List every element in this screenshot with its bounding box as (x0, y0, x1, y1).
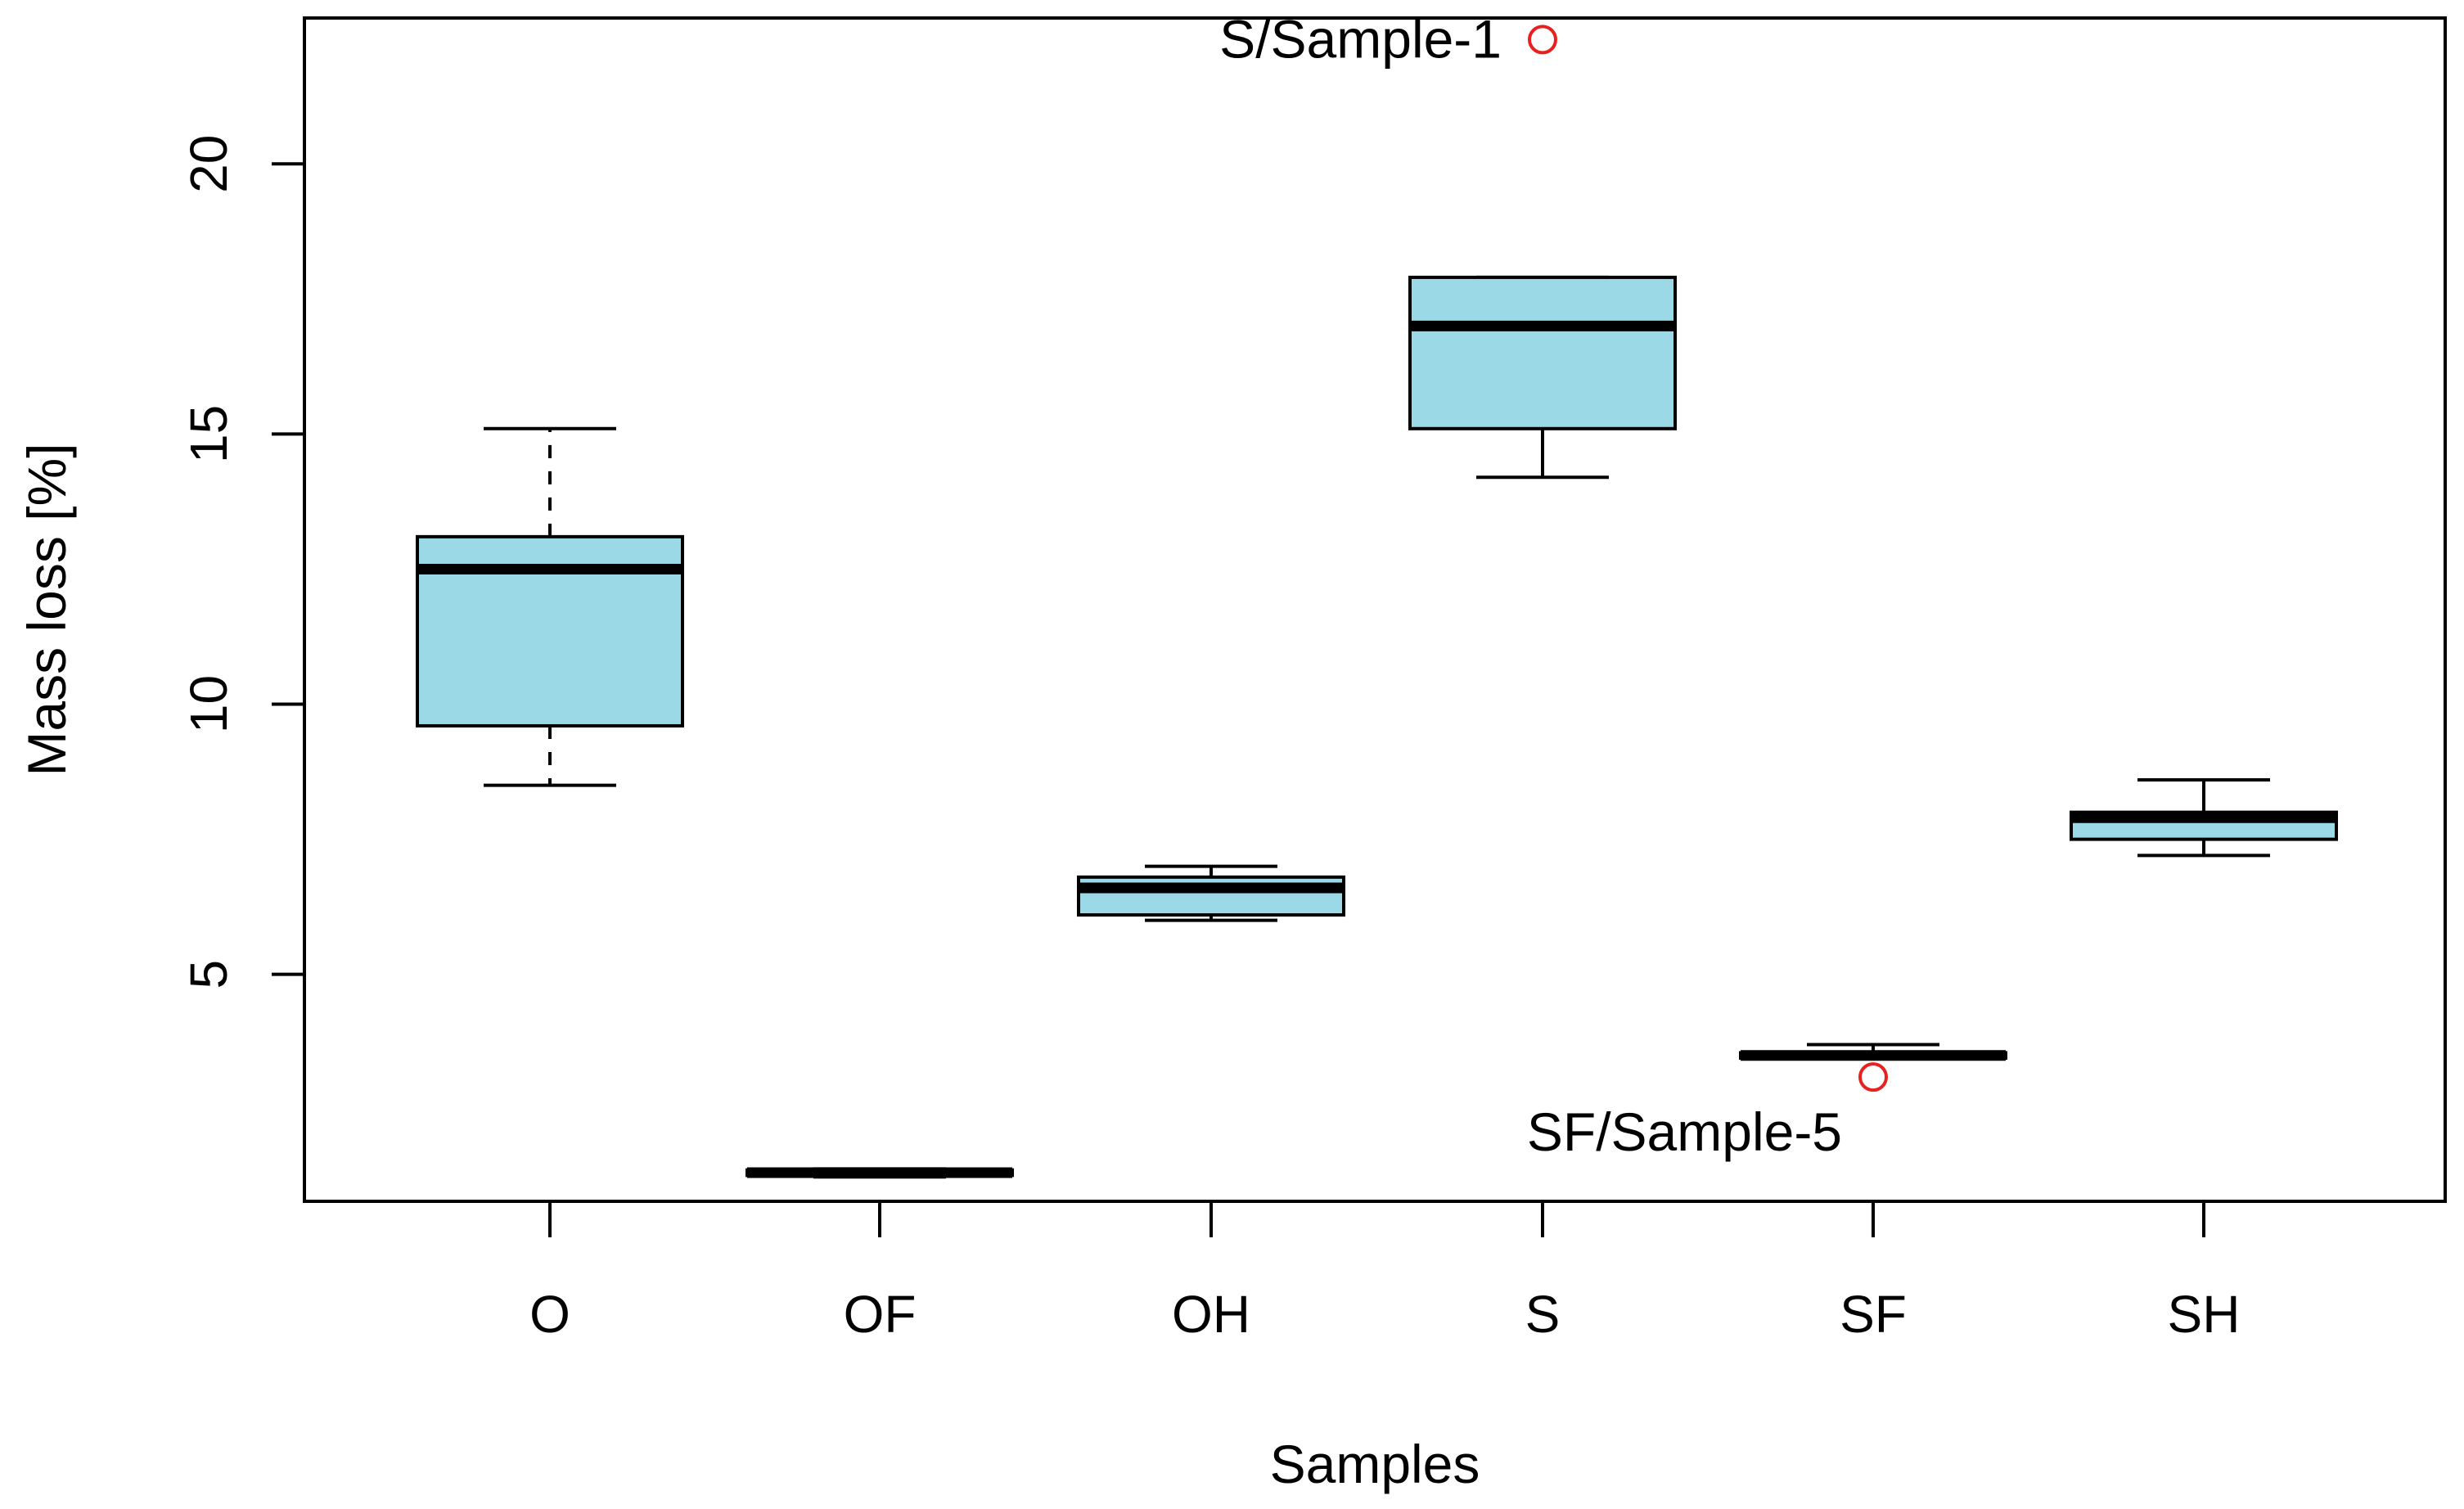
outlier-point (1528, 25, 1557, 55)
outlier-point (1858, 1062, 1888, 1092)
chart-axes: 5 10 15 20 O OF OH S SF SH (179, 135, 2241, 1344)
x-tick-label: SH (2168, 1285, 2241, 1344)
chart-marks: S/Sample-1 SF/Sample-5 (416, 8, 2338, 1179)
y-axis-title: Mass loss [%] (16, 443, 77, 776)
x-tick-label: O (529, 1285, 570, 1344)
box-group-oh (1077, 864, 1345, 922)
box-group-of (746, 1167, 1014, 1179)
x-tick-label: OH (1172, 1285, 1250, 1344)
y-tick-label: 10 (179, 675, 238, 733)
x-tick-label: OF (844, 1285, 917, 1344)
y-tick-label: 15 (179, 405, 238, 463)
y-tick-label: 5 (179, 960, 238, 989)
outlier-label: S/Sample-1 (1219, 8, 1502, 69)
box-iqr (1408, 275, 1677, 430)
x-tick-label: S (1525, 1285, 1561, 1344)
x-axis-title: Samples (1270, 1434, 1480, 1494)
box-group-s (1408, 275, 1677, 480)
box-group-sh (2070, 777, 2338, 858)
box-group-sf (1739, 1043, 2007, 1061)
outlier-label: SF/Sample-5 (1527, 1101, 1842, 1162)
box-group-o (416, 426, 684, 787)
x-tick-label: SF (1840, 1285, 1907, 1344)
y-tick-label: 20 (179, 135, 238, 193)
